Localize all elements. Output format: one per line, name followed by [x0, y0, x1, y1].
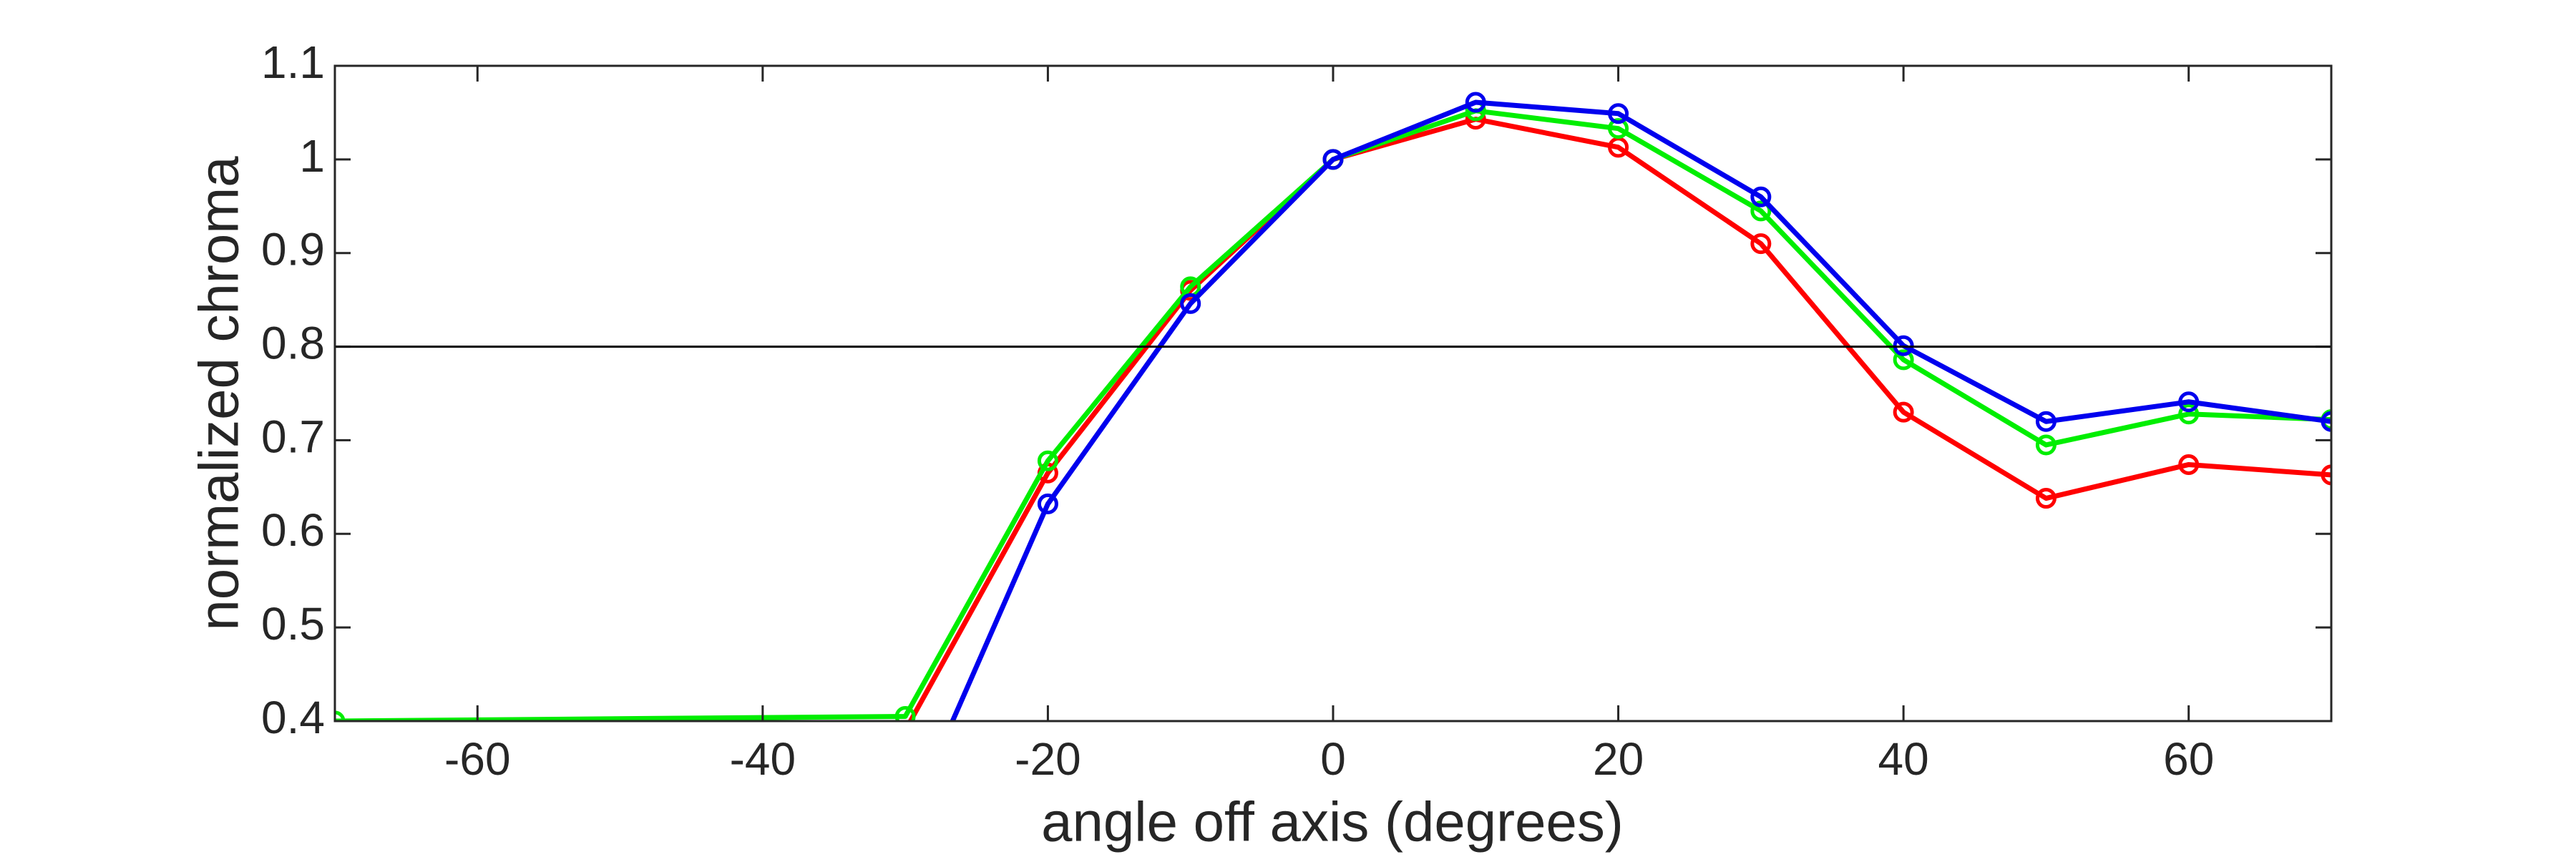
data-point — [1608, 103, 1629, 124]
y-tick-label: 0.8 — [261, 317, 325, 368]
data-point — [1322, 149, 1344, 170]
data-point — [2178, 403, 2200, 425]
data-point — [1465, 92, 1486, 113]
y-tick-label: 0.4 — [261, 692, 325, 743]
data-point — [2035, 411, 2057, 432]
x-tick-label: -40 — [730, 733, 796, 785]
y-axis-title: normalized chroma — [187, 156, 250, 631]
data-point — [1893, 401, 1914, 423]
x-tick-label: 0 — [1320, 733, 1346, 785]
data-point — [1750, 186, 1772, 207]
y-tick-label: 1 — [299, 130, 325, 182]
data-point — [894, 705, 916, 721]
data-point — [1893, 349, 1914, 371]
y-tick-label: 0.6 — [261, 504, 325, 556]
data-point — [2035, 434, 2057, 456]
data-point — [2321, 411, 2331, 432]
x-axis-title: angle off axis (degrees) — [1041, 790, 1624, 853]
data-point — [1750, 200, 1772, 222]
data-point — [2035, 488, 2057, 509]
x-tick-label: 40 — [1878, 733, 1929, 785]
data-point — [2178, 391, 2200, 413]
y-tick-label: 0.9 — [261, 224, 325, 275]
data-point — [1180, 293, 1201, 314]
y-tick-label: 1.1 — [261, 36, 325, 88]
x-tick-label: 60 — [2163, 733, 2214, 785]
x-tick-label: -60 — [444, 733, 511, 785]
plot-frame — [333, 64, 2333, 723]
data-point — [1037, 493, 1058, 514]
series-line — [907, 117, 2331, 721]
y-tick-label: 0.5 — [261, 598, 325, 650]
data-point — [2321, 464, 2331, 486]
data-point — [1608, 118, 1629, 139]
data-point — [2178, 454, 2200, 475]
data-point — [1037, 450, 1058, 471]
x-tick-label: 20 — [1593, 733, 1644, 785]
x-tick-label: -20 — [1015, 733, 1081, 785]
series-line — [950, 99, 2331, 721]
data-point — [1750, 233, 1772, 255]
y-tick-label: 0.7 — [261, 411, 325, 462]
plot-area — [335, 92, 2331, 721]
series-line — [335, 108, 2331, 721]
